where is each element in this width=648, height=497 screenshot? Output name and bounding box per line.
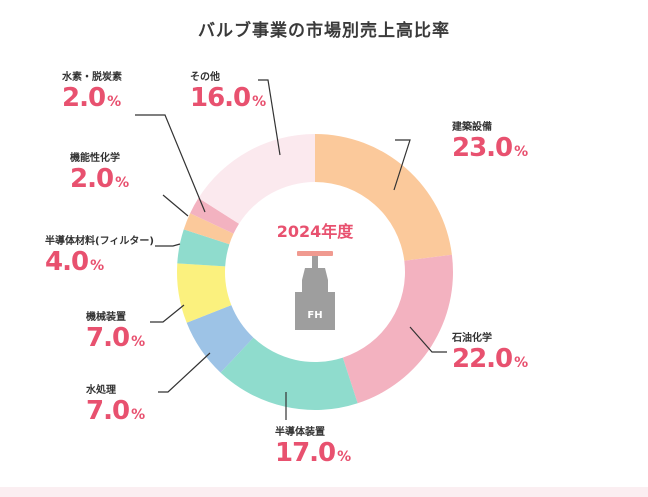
center-year-label: 2024年度: [276, 222, 354, 241]
slice-label-1: 石油化学 22.0%: [452, 333, 528, 377]
slice-6: [183, 213, 234, 245]
slice-label-6: 機能性化学 2.0%: [70, 153, 129, 197]
category-label: 半導体材料(フィルター): [45, 236, 154, 247]
slice-label-0: 建築設備 23.0%: [452, 122, 528, 166]
leader-lines: [135, 79, 447, 420]
value-label: 4.0%: [45, 247, 105, 277]
leader-line-0: [393, 139, 411, 191]
slice-label-5: 半導体材料(フィルター) 4.0%: [45, 236, 154, 280]
slice-3: [186, 305, 254, 373]
value-label: 17.0%: [275, 438, 352, 468]
category-label: 機能性化学: [70, 153, 120, 164]
value-label: 7.0%: [86, 323, 146, 353]
valve-logo-icon: FH: [295, 251, 335, 330]
slice-label-3: 水処理 7.0%: [86, 385, 145, 429]
value-label: 2.0%: [62, 83, 122, 113]
leader-line-1: [409, 326, 447, 353]
slice-1: [342, 254, 453, 404]
category-label: 水素・脱炭素: [62, 72, 122, 83]
value-label: 7.0%: [86, 396, 146, 426]
value-label: 2.0%: [70, 164, 130, 194]
leader-line-8: [258, 79, 281, 156]
slice-4: [176, 263, 232, 323]
value-label: 22.0%: [452, 344, 529, 374]
leader-line-3: [158, 352, 211, 393]
slice-5: [177, 229, 230, 267]
category-label: 機械装置: [86, 312, 126, 323]
leader-line-7: [135, 114, 206, 213]
category-label: 石油化学: [452, 333, 492, 344]
bottom-band: [0, 487, 648, 497]
logo-text: FH: [307, 310, 322, 321]
category-label: その他: [190, 72, 220, 83]
donut-slices: [176, 134, 453, 410]
slice-label-8: その他 16.0%: [190, 72, 266, 116]
slice-label-4: 機械装置 7.0%: [86, 312, 145, 356]
slice-label-7: 水素・脱炭素 2.0%: [62, 72, 122, 116]
slice-label-2: 半導体装置 17.0%: [275, 427, 351, 471]
category-label: 水処理: [86, 385, 116, 396]
category-label: 半導体装置: [275, 427, 325, 438]
category-label: 建築設備: [452, 122, 492, 133]
leader-line-5: [155, 243, 181, 247]
leader-line-6: [162, 194, 189, 217]
slice-0: [315, 134, 452, 261]
chart-title: バルブ事業の市場別売上高比率: [198, 21, 450, 41]
leader-line-4: [150, 304, 185, 323]
value-label: 16.0%: [190, 83, 267, 113]
slice-2: [220, 337, 358, 410]
slice-8: [198, 134, 315, 224]
value-label: 23.0%: [452, 133, 529, 163]
